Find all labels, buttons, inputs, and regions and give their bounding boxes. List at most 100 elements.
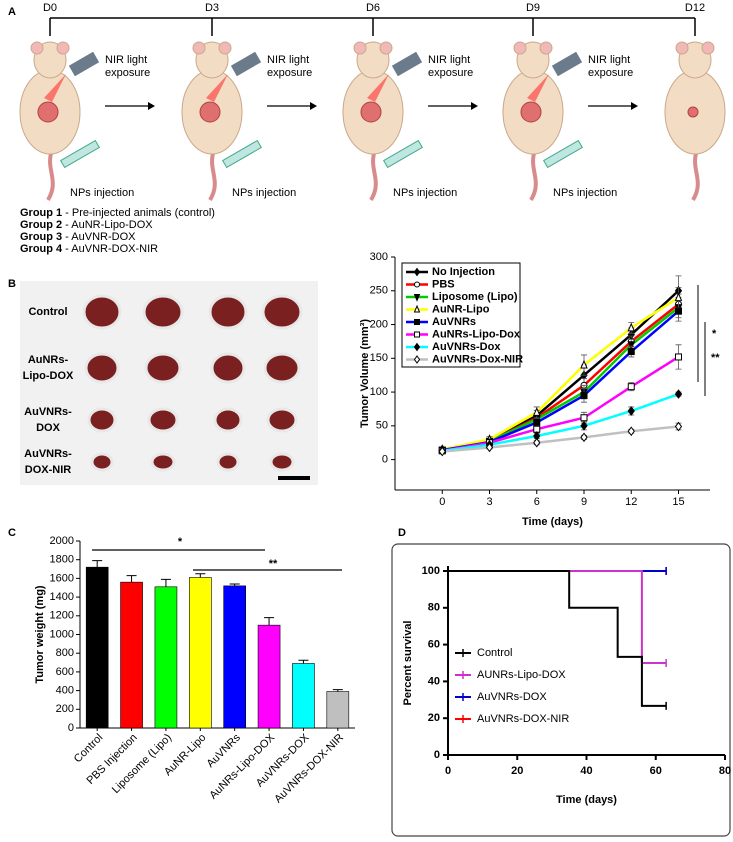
laser — [367, 51, 424, 169]
tumor-sample — [144, 352, 182, 384]
legend-marker — [413, 294, 421, 302]
mouse — [19, 41, 81, 202]
tumor-sample — [266, 407, 298, 433]
laser — [206, 51, 263, 169]
x-tick-label: 40 — [580, 765, 592, 777]
syringe — [59, 139, 101, 169]
tumor-sample — [213, 407, 243, 433]
mouse-ear — [701, 41, 715, 55]
y-tick-label: 0 — [68, 722, 74, 734]
annotation: * — [712, 328, 717, 340]
y-tick-label: 0 — [434, 749, 440, 761]
tumor-sample — [208, 294, 248, 330]
y-tick-label: 200 — [56, 703, 74, 715]
legend-marker — [413, 355, 421, 364]
data-point — [674, 421, 683, 432]
panel-label: A — [8, 6, 16, 18]
legend-label: AuVNRs-DOX-NIR — [477, 713, 569, 725]
mouse-tail — [691, 149, 700, 202]
bar — [154, 586, 178, 729]
data-point — [580, 414, 588, 422]
tumor-sample — [90, 452, 114, 472]
data-point — [627, 383, 635, 391]
y-tick-label: 250 — [370, 285, 388, 297]
tumor-sample — [263, 352, 301, 384]
mouse — [664, 41, 726, 202]
panel-label: C — [8, 527, 16, 539]
y-axis-label: Tumor weight (mg) — [34, 585, 46, 684]
x-tick-label: 0 — [439, 496, 445, 508]
group-text: - AuVNR-DOX-NIR — [65, 243, 158, 255]
data-point — [674, 389, 683, 399]
x-tick-label: 60 — [650, 765, 662, 777]
mouse-ear — [675, 41, 689, 55]
y-tick-label: 60 — [428, 639, 440, 651]
data-point — [675, 353, 682, 361]
annotation: ** — [711, 352, 720, 364]
bar — [223, 585, 246, 729]
laser-beam — [206, 74, 228, 102]
legend-label: AuNRs-Lipo-Dox — [432, 328, 521, 340]
laser — [44, 51, 101, 169]
y-tick-label: 300 — [370, 251, 388, 263]
timeline-label: D3 — [205, 2, 219, 14]
y-tick-label: 1800 — [50, 554, 74, 566]
data-point — [580, 432, 588, 443]
panel-label: D — [398, 527, 406, 539]
x-axis-label: Time (days) — [556, 794, 617, 806]
mouse-ear — [30, 41, 44, 55]
bar — [85, 566, 109, 729]
group-text: - Pre-injected animals (control) — [65, 207, 215, 219]
series-line — [442, 425, 679, 453]
light-label: exposure — [588, 67, 633, 79]
legend-marker — [413, 304, 421, 313]
legend-marker — [413, 342, 421, 352]
survival-line — [448, 570, 667, 707]
mouse-tail — [208, 149, 217, 202]
x-axis-label: Time (days) — [522, 516, 583, 528]
group-text: - AuVNR-DOX — [65, 231, 136, 243]
x-tick-label: 20 — [511, 765, 523, 777]
bar — [120, 581, 143, 729]
x-tick-label: 15 — [672, 496, 684, 508]
tumor — [360, 101, 382, 123]
data-point — [580, 391, 588, 399]
annotation: ** — [269, 558, 278, 570]
x-tick-label: AuVNRs-DOX-NIR — [272, 732, 346, 806]
group-name: Group 1 — [20, 207, 62, 219]
error-bar — [195, 573, 206, 578]
x-tick-label: 12 — [625, 496, 637, 508]
row-label: DOX-NIR — [25, 464, 72, 476]
group-line: Group 1- Pre-injected animals (control) — [20, 207, 215, 219]
data-point — [627, 322, 636, 332]
group-line: Group 3- AuVNR-DOX — [20, 231, 136, 243]
mouse — [502, 41, 564, 202]
data-point — [580, 421, 588, 431]
bar — [326, 691, 350, 729]
x-tick-label: Control — [72, 732, 106, 766]
injection-label: NPs injection — [553, 187, 617, 199]
bar — [189, 577, 212, 729]
tumor-sample — [210, 352, 246, 384]
group-name: Group 2 — [20, 219, 62, 231]
legend-label: AuNR-Lipo — [432, 303, 490, 315]
timeline-label: D0 — [43, 2, 57, 14]
laser — [527, 51, 584, 169]
light-label: exposure — [428, 67, 473, 79]
legend-box — [401, 262, 521, 368]
legend-marker — [414, 319, 420, 325]
legend-label: AuVNRs-Dox-NIR — [432, 353, 523, 365]
x-tick-label: Liposome (Lipo) — [110, 732, 174, 796]
y-tick-label: 400 — [56, 685, 74, 697]
injection-label: NPs injection — [232, 187, 296, 199]
tumor-sample — [261, 294, 303, 330]
tumor — [37, 101, 59, 123]
light-label: NIR light — [105, 54, 147, 66]
y-axis-label: Percent survival — [402, 621, 414, 706]
light-label: exposure — [267, 67, 312, 79]
timeline-label: D9 — [526, 2, 540, 14]
y-tick-label: 80 — [428, 602, 440, 614]
mouse-tail — [529, 149, 538, 202]
y-tick-label: 2000 — [50, 535, 74, 547]
y-tick-label: 20 — [428, 712, 440, 724]
